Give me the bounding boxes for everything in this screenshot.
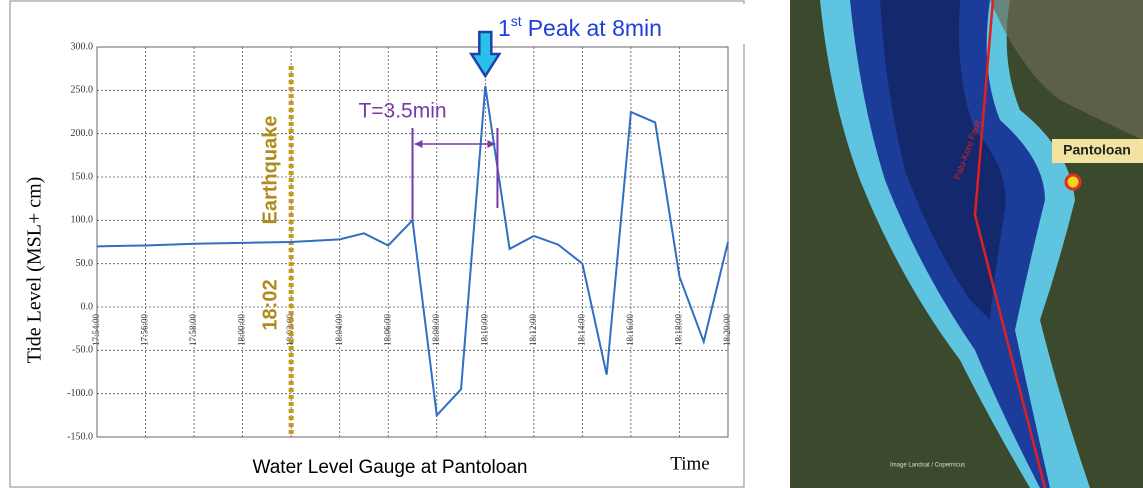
x-axis-label: Time <box>670 453 709 474</box>
place-label: Pantoloan <box>1063 142 1131 158</box>
y-tick-label: 300.0 <box>71 41 94 52</box>
x-tick-label: 18:14:00 <box>576 314 586 347</box>
x-tick-label: 18:20:00 <box>722 314 732 347</box>
x-tick-label: 18:04:00 <box>334 314 344 347</box>
x-tick-label: 18:00:00 <box>237 314 247 347</box>
x-tick-label: 18:18:00 <box>674 314 684 347</box>
x-tick-label: 18:06:00 <box>382 314 392 347</box>
x-tick-label: 18:16:00 <box>625 314 635 347</box>
place-marker <box>1066 175 1080 189</box>
y-tick-label: 250.0 <box>71 85 94 96</box>
y-tick-label: -50.0 <box>72 345 93 356</box>
x-tick-label: 17:54:00 <box>91 314 101 347</box>
y-tick-label: -100.0 <box>67 388 93 399</box>
x-tick-label: 17:56:00 <box>140 314 150 347</box>
peak-label-part: Peak at 8min <box>528 15 662 41</box>
x-tick-label: 18:10:00 <box>479 314 489 347</box>
earthquake-label: Earthquake <box>259 116 281 225</box>
caption: Water Level Gauge at Pantoloan <box>253 457 528 478</box>
y-tick-label: 150.0 <box>71 171 94 182</box>
y-tick-label: 200.0 <box>71 128 94 139</box>
x-tick-label: 18:08:00 <box>431 314 441 347</box>
x-tick-label: 18:12:00 <box>528 314 538 347</box>
y-axis-label: Tide Level (MSL+ cm) <box>24 177 46 364</box>
peak-label-part: st <box>511 13 522 29</box>
y-tick-label: -150.0 <box>67 431 93 442</box>
map: Palu-Koro Fault Pantoloan Image Landsat … <box>790 0 1143 488</box>
period-label: T=3.5min <box>358 100 446 123</box>
x-tick-label: 17:58:00 <box>188 314 198 347</box>
earthquake-time: 18:02 <box>259 279 281 330</box>
y-tick-label: 50.0 <box>76 258 94 269</box>
y-tick-label: 100.0 <box>71 215 94 226</box>
chart-frame <box>10 1 744 487</box>
figure: -150.0 -100.0 -50.0 0.0 50.0 100.0 150.0 200.0 2… <box>0 0 1143 488</box>
y-tick-label: 0.0 <box>81 301 94 312</box>
map-credit: Image Landsat / Copernicus <box>890 463 965 469</box>
page: -150.0 -100.0 -50.0 0.0 50.0 100.0 150.0 200.0 2… <box>0 0 1143 488</box>
peak-label-part: 1 <box>498 15 511 41</box>
